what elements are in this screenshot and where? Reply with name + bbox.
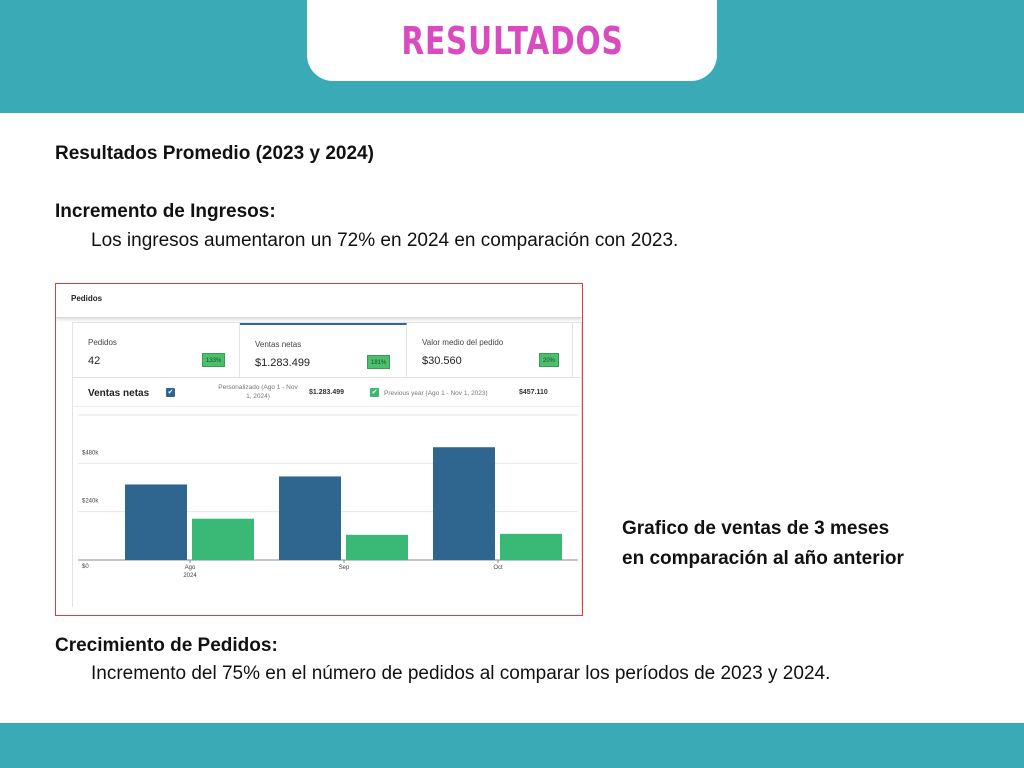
x-tick-label: Oct [493, 565, 503, 571]
bar [125, 484, 187, 560]
bar [433, 447, 495, 560]
legend-current-label-line1: Personalizado (Ago 1 - Nov [218, 384, 298, 391]
stat-label: Valor medio del pedido [422, 338, 504, 347]
stat-card-pedidos[interactable]: Pedidos 42 133% [73, 323, 240, 377]
y-tick-label: $0 [82, 564, 89, 570]
legend-current-label-line2: 1, 2024) [246, 393, 270, 400]
checkbox-icon[interactable]: ✔ [166, 388, 175, 397]
stat-card-valor-medio[interactable]: Valor medio del pedido $30.560 20% [407, 323, 573, 377]
bar [346, 534, 408, 560]
orders-text: Incremento del 75% en el número de pedid… [91, 663, 831, 684]
stat-value: 42 [88, 355, 101, 367]
orders-heading: Crecimiento de Pedidos: [55, 635, 278, 656]
stat-card-ventas-netas[interactable]: Ventas netas $1.283.499 181% [240, 323, 407, 377]
stat-label: Ventas netas [255, 340, 302, 349]
bar [279, 476, 341, 560]
revenue-heading: Incremento de Ingresos: [55, 201, 276, 222]
legend-current-value: $1.283.499 [309, 389, 345, 396]
chart-caption-line2: en comparación al año anterior [622, 548, 904, 569]
stat-label: Pedidos [88, 338, 117, 347]
legend-previous-value: $457.110 [519, 389, 548, 396]
dashboard-header: Pedidos [56, 284, 582, 318]
title-tab: RESULTADOS [307, 0, 717, 81]
results-heading: Resultados Promedio (2023 y 2024) [55, 143, 374, 164]
bar [192, 518, 254, 560]
stat-badge: 133% [202, 353, 226, 367]
dashboard-header-title: Pedidos [71, 294, 103, 303]
stat-badge: 20% [539, 353, 560, 367]
y-tick-label: $720k [82, 407, 99, 408]
y-tick-label: $480k [82, 450, 99, 456]
legend-current-label: Personalizado (Ago 1 - Nov 1, 2024) [198, 383, 318, 401]
bottom-band [0, 723, 1024, 768]
x-tick-label: Ago [185, 565, 196, 571]
chart-title: Ventas netas [88, 388, 150, 399]
chart-legend: Ventas netas ✔ Personalizado (Ago 1 - No… [73, 377, 581, 407]
legend-previous-label: Previous year (Ago 1 - Nov 1, 2023) [384, 390, 488, 397]
checkbox-icon[interactable]: ✔ [370, 388, 379, 397]
revenue-text: Los ingresos aumentaron un 72% en 2024 e… [91, 230, 679, 251]
stat-badge: 181% [367, 355, 391, 369]
bar [500, 533, 562, 560]
orders-dashboard-screenshot: Pedidos Pedidos 42 133% Ventas netas $1.… [55, 283, 583, 616]
net-sales-bar-chart: $0 $240k $480k $720k Ago 2024 Sep Oct [78, 407, 578, 579]
slide-title: RESULTADOS [400, 18, 624, 63]
stat-value: $30.560 [422, 355, 462, 367]
chart-caption-line1: Grafico de ventas de 3 meses [622, 518, 890, 539]
stat-value: $1.283.499 [255, 357, 311, 369]
dashboard-body: Pedidos 42 133% Ventas netas $1.283.499 … [72, 322, 582, 607]
x-tick-sublabel: 2024 [183, 573, 197, 579]
x-tick-label: Sep [339, 565, 350, 571]
y-tick-label: $240k [82, 499, 99, 505]
